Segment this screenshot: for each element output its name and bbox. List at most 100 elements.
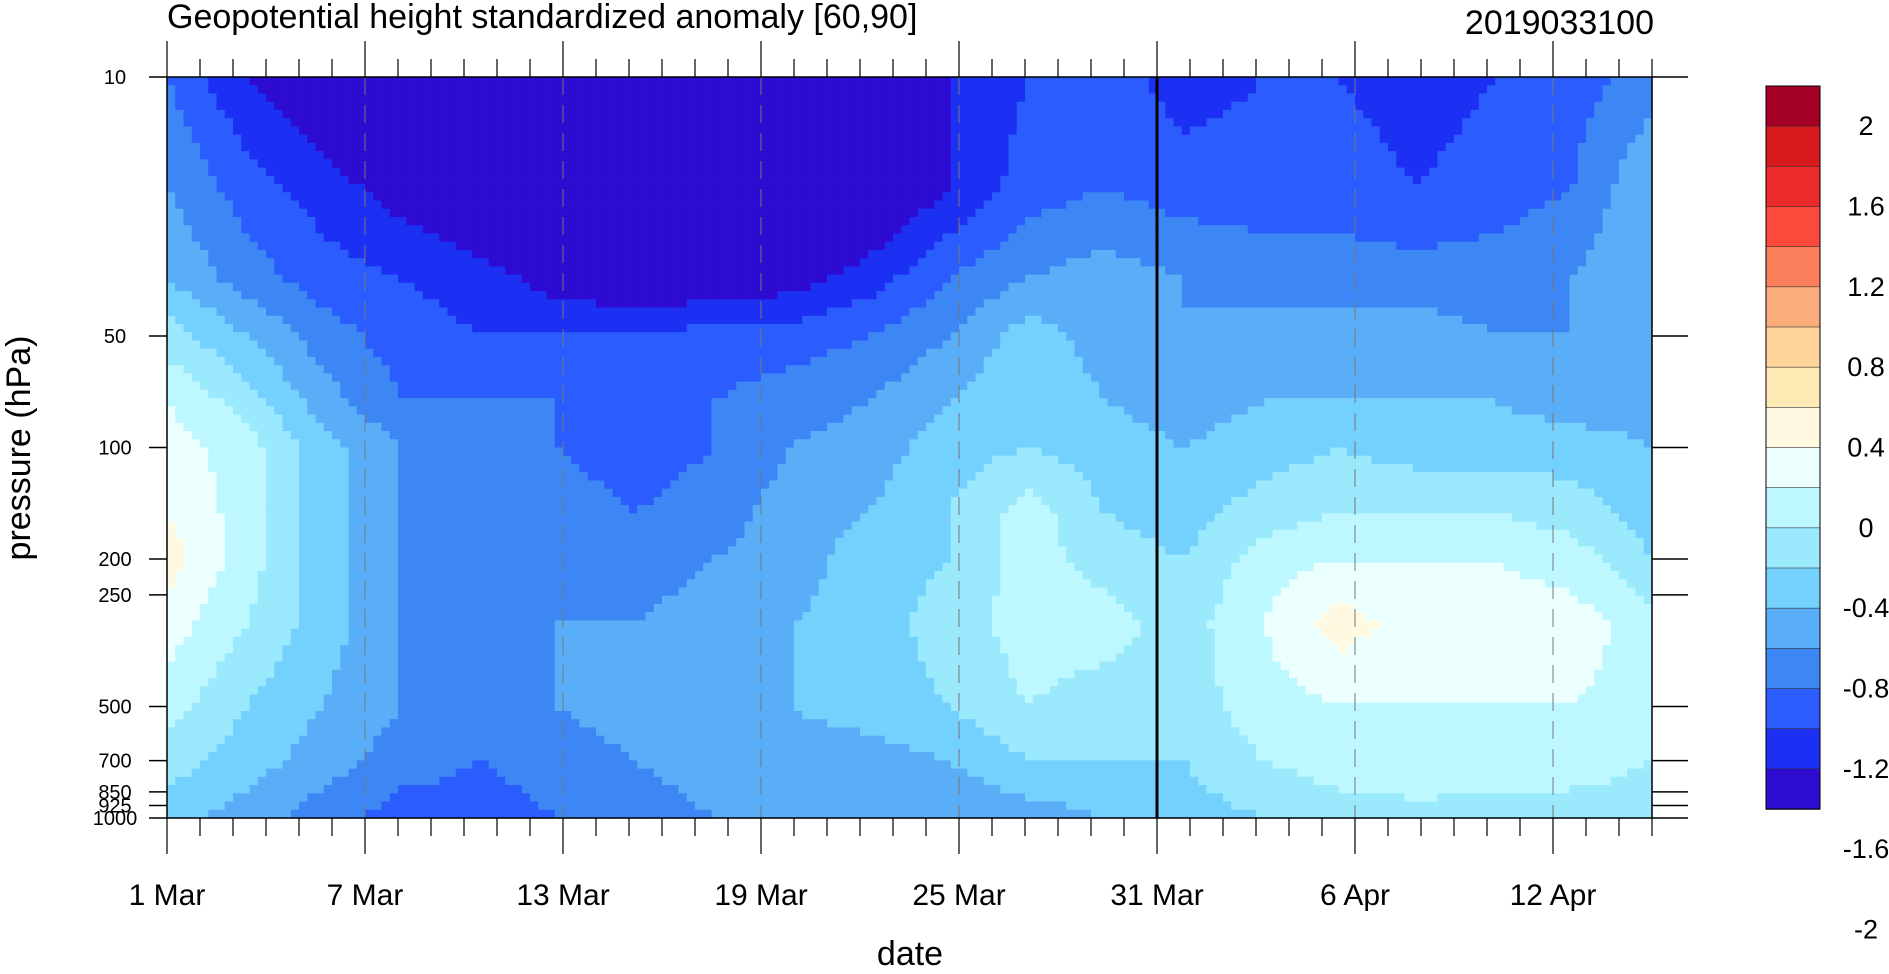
contour-cell [670,241,680,251]
contour-cell [992,109,1001,119]
contour-cell [645,184,655,193]
contour-cell [1594,77,1604,86]
contour-cell [1627,282,1637,292]
contour-cell [439,109,449,119]
contour-cell [373,159,383,169]
contour-cell [1487,241,1496,251]
contour-cell [299,282,308,292]
contour-cell [1214,159,1224,169]
contour-cell [530,118,539,127]
contour-cell [191,151,201,160]
contour-cell [917,142,927,152]
contour-cell [373,175,383,185]
contour-cell [472,151,482,160]
contour-cell [365,184,374,193]
contour-cell [629,241,638,251]
contour-cell [1388,77,1397,86]
contour-cell [1239,266,1249,276]
contour-cell [216,249,226,259]
contour-cell [926,274,935,284]
contour-cell [1445,208,1455,218]
contour-cell [480,93,490,103]
contour-cell [1511,241,1521,251]
contour-cell [827,266,836,276]
contour-cell [1206,208,1216,218]
contour-cell [224,192,234,202]
contour-cell [1074,208,1084,218]
contour-cell [266,208,275,218]
contour-cell [983,109,993,119]
contour-cell [785,118,795,127]
contour-cell [1363,249,1373,259]
contour-cell [736,175,746,185]
contour-cell [876,159,886,169]
contour-cell [637,167,647,177]
contour-cell [1190,167,1199,177]
contour-cell [1602,233,1612,243]
contour-cell [175,299,185,309]
contour-cell [167,159,176,169]
contour-cell [604,282,614,292]
contour-cell [662,216,671,226]
contour-cell [1330,118,1340,127]
contour-cell [1223,249,1232,259]
contour-cell [1503,77,1513,86]
contour-cell [719,184,729,193]
contour-cell [851,85,861,95]
contour-cell [1594,225,1604,235]
contour-cell [612,142,622,152]
contour-cell [1140,241,1150,251]
contour-cell [389,142,399,152]
contour-cell [1520,85,1529,95]
contour-cell [406,258,416,267]
contour-cell [1445,249,1455,259]
contour-cell [1173,274,1183,284]
contour-cell [538,142,548,152]
contour-cell [241,258,251,267]
contour-cell [934,93,944,103]
contour-cell [1322,225,1331,235]
contour-cell [224,200,234,210]
contour-cell [901,249,911,259]
contour-cell [1412,216,1422,226]
contour-cell [1355,258,1364,267]
contour-cell [769,118,779,127]
contour-cell [596,109,605,119]
contour-cell [876,126,886,136]
contour-cell [464,241,473,251]
contour-cell [406,142,416,152]
contour-cell [530,151,539,160]
contour-cell [1157,77,1166,86]
contour-cell [406,109,416,119]
contour-cell [1487,274,1496,284]
contour-cell [464,175,473,185]
contour-cell [1635,282,1645,292]
contour-cell [365,258,374,267]
contour-cell [719,109,729,119]
contour-cell [794,192,803,202]
contour-cell [365,291,374,300]
contour-cell [653,216,663,226]
contour-cell [728,249,737,259]
contour-cell [332,142,341,152]
contour-cell [736,93,746,103]
contour-cell [695,249,704,259]
contour-cell [975,142,985,152]
contour-cell [1561,118,1571,127]
contour-cell [818,184,828,193]
contour-cell [695,184,704,193]
contour-cell [670,77,680,86]
contour-cell [637,241,647,251]
contour-cell [1586,175,1595,185]
contour-cell [769,93,779,103]
contour-cell [612,282,622,292]
contour-cell [851,134,861,144]
contour-cell [1322,192,1331,202]
contour-cell [1206,126,1216,136]
contour-cell [1363,77,1373,86]
contour-cell [373,151,383,160]
contour-cell [926,266,935,276]
contour-cell [1132,175,1142,185]
contour-cell [637,126,647,136]
contour-cell [876,192,886,202]
